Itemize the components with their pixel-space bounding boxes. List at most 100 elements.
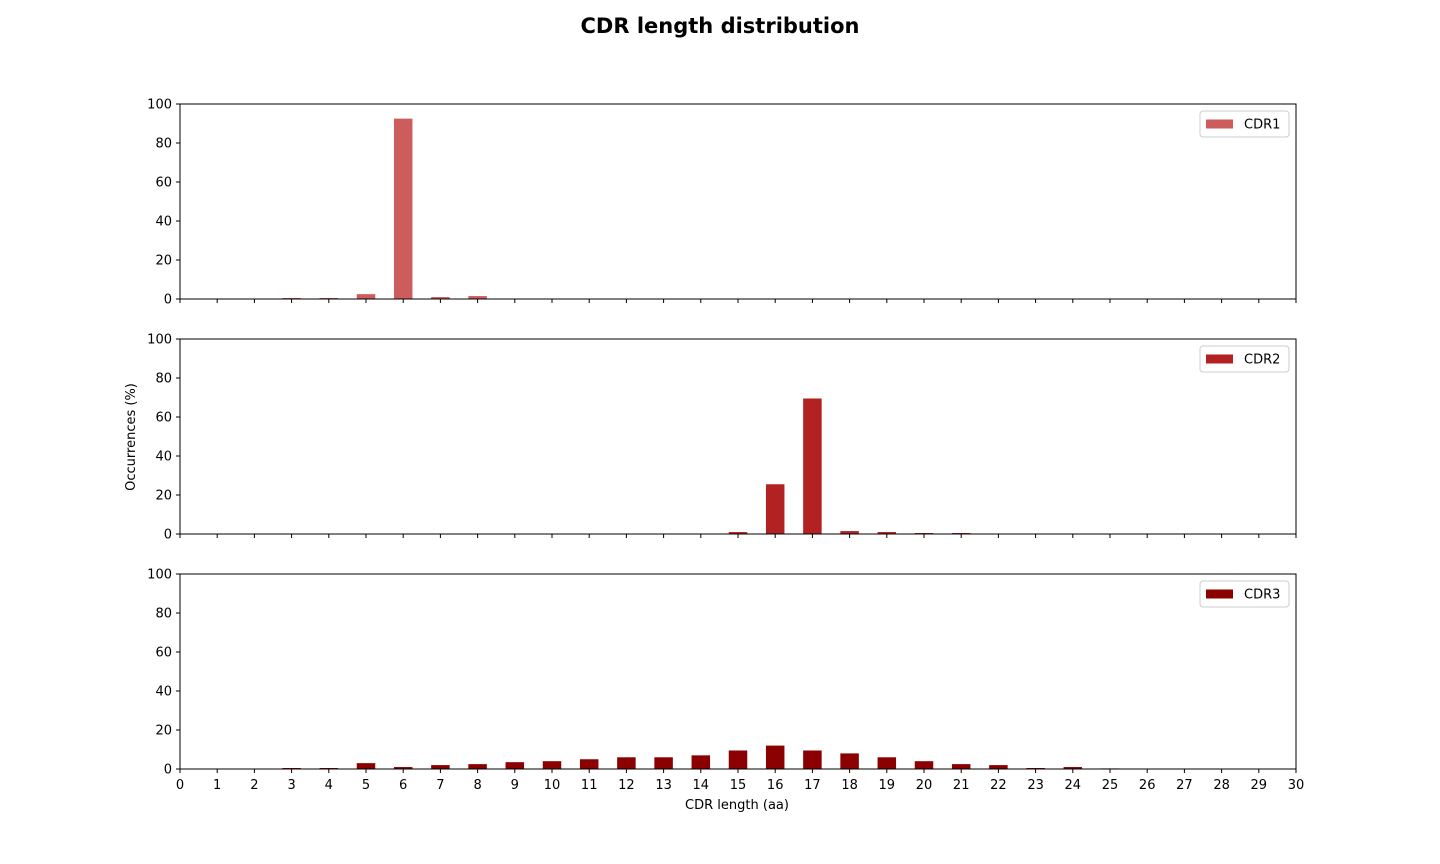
y-tick-label: 60 (155, 176, 172, 191)
x-tick-label: 7 (436, 778, 444, 793)
x-tick-label: 19 (879, 778, 896, 793)
plot-frame (179, 338, 1297, 535)
bar-cdr3-15 (728, 750, 748, 769)
x-tick-label: 11 (581, 778, 598, 793)
bar-cdr3-16 (765, 745, 785, 769)
bar-cdr2-15 (728, 532, 748, 534)
bar-cdr2-17 (803, 398, 822, 534)
y-tick-label: 20 (155, 489, 172, 504)
y-tick-label: 40 (155, 215, 172, 230)
y-tick-label: 60 (155, 646, 172, 661)
x-tick-label: 0 (176, 778, 184, 793)
x-tick-label: 24 (1065, 778, 1082, 793)
legend-cdr2: CDR2 (1199, 345, 1290, 373)
x-tick-label: 30 (1288, 778, 1305, 793)
y-tick-label: 20 (155, 254, 172, 269)
legend-label: CDR1 (1244, 118, 1280, 133)
x-tick-label: 21 (953, 778, 970, 793)
bar-cdr3-20 (914, 761, 934, 769)
legend-box (1199, 580, 1290, 608)
x-tick-label: 5 (362, 778, 370, 793)
y-tick-label: 60 (155, 411, 172, 426)
x-tick-label: 27 (1176, 778, 1193, 793)
bar-cdr1-7 (431, 297, 450, 299)
plot-frame (179, 103, 1297, 300)
bar-cdr3-14 (691, 755, 711, 769)
chart-title: CDR length distribution (581, 14, 860, 38)
legend-cdr1: CDR1 (1199, 110, 1290, 138)
x-tick-label: 13 (655, 778, 672, 793)
x-tick-label: 3 (287, 778, 295, 793)
legend-swatch (1206, 119, 1233, 129)
bar-cdr3-7 (431, 765, 450, 769)
y-tick-label: 0 (164, 528, 172, 543)
bar-cdr3-24 (1063, 767, 1083, 769)
legend-box (1199, 345, 1290, 373)
x-tick-label: 14 (693, 778, 710, 793)
bar-cdr3-21 (951, 764, 971, 770)
x-tick-label: 16 (767, 778, 784, 793)
x-tick-label: 8 (473, 778, 481, 793)
y-tick-label: 0 (164, 293, 172, 308)
x-tick-label: 26 (1139, 778, 1156, 793)
bar-cdr3-11 (579, 759, 599, 769)
x-tick-label: 4 (325, 778, 333, 793)
x-tick-label: 15 (730, 778, 747, 793)
bar-cdr3-17 (803, 750, 822, 769)
legend-label: CDR3 (1244, 588, 1280, 603)
y-tick-label: 100 (147, 333, 172, 348)
y-axis-label: Occurrences (%) (124, 383, 139, 491)
bar-cdr3-5 (356, 763, 376, 769)
chart-panels: 020406080100CDR1020406080100CDR202040608… (147, 98, 1304, 794)
x-tick-label: 20 (916, 778, 933, 793)
x-tick-label: 29 (1251, 778, 1268, 793)
x-tick-label: 1 (213, 778, 221, 793)
x-tick-label: 12 (618, 778, 635, 793)
x-tick-label: 28 (1213, 778, 1230, 793)
bar-cdr3-12 (617, 757, 636, 769)
legend-swatch (1206, 354, 1233, 364)
y-tick-label: 80 (155, 137, 172, 152)
bar-cdr1-8 (468, 296, 487, 299)
legend-label: CDR2 (1244, 353, 1280, 368)
y-tick-label: 80 (155, 372, 172, 387)
bar-cdr3-6 (393, 767, 413, 769)
bar-cdr3-10 (542, 761, 562, 769)
bar-cdr3-9 (505, 762, 525, 769)
legend-swatch (1206, 589, 1233, 599)
x-tick-label: 22 (990, 778, 1007, 793)
bar-cdr2-18 (840, 531, 859, 534)
x-tick-label: 6 (399, 778, 407, 793)
legend-cdr3: CDR3 (1199, 580, 1290, 608)
legend-box (1199, 110, 1290, 138)
x-tick-label: 18 (841, 778, 858, 793)
panel-cdr1: 0 20 40 60 80 100 CDR1 (147, 98, 1297, 308)
x-axis-label: CDR length (aa) (685, 798, 789, 813)
y-tick-label: 40 (155, 450, 172, 465)
bar-cdr3-18 (840, 753, 859, 769)
panel-cdr2: 0 20 40 60 80 100 CDR2 (147, 333, 1297, 543)
bar-cdr2-16 (765, 484, 785, 534)
bar-cdr3-19 (877, 757, 897, 769)
x-tick-label: 9 (511, 778, 519, 793)
bar-cdr2-19 (877, 532, 897, 534)
y-tick-label: 80 (155, 607, 172, 622)
bar-cdr3-13 (654, 757, 673, 769)
x-tick-label: 2 (250, 778, 258, 793)
y-tick-label: 100 (147, 568, 172, 583)
x-tick-label: 17 (804, 778, 821, 793)
y-tick-label: 0 (164, 763, 172, 778)
bar-cdr1-5 (356, 294, 376, 300)
x-tick-label: 10 (544, 778, 561, 793)
bar-cdr1-6 (393, 118, 413, 300)
bar-cdr3-8 (468, 764, 487, 770)
plot-frame (179, 573, 1297, 770)
y-tick-label: 40 (155, 685, 172, 700)
y-tick-label: 20 (155, 724, 172, 739)
x-tick-label: 23 (1027, 778, 1044, 793)
x-tick-label: 25 (1102, 778, 1119, 793)
bar-cdr3-22 (989, 765, 1008, 769)
y-tick-label: 100 (147, 98, 172, 113)
